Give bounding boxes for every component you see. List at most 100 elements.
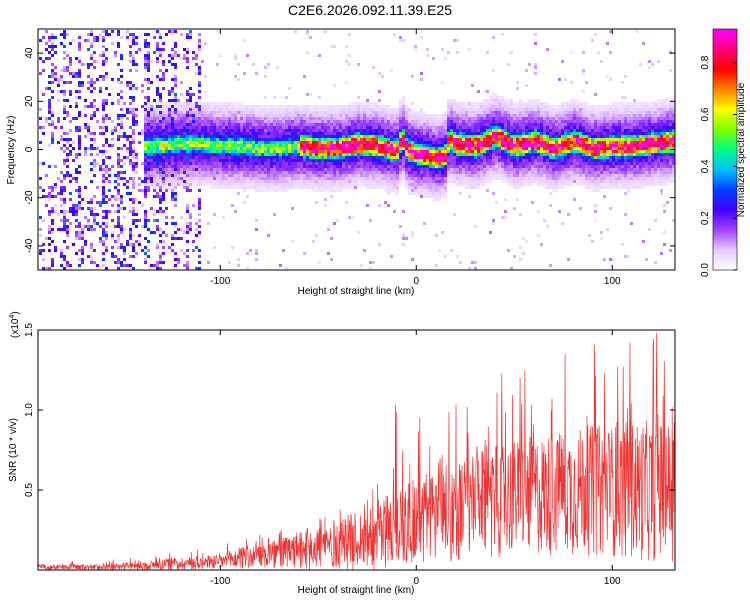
spectrogram-cell [261, 171, 264, 174]
spectrogram-cell [261, 144, 264, 147]
spectrogram-cell [270, 174, 273, 177]
spectrogram-cell [252, 117, 255, 120]
spectrogram-cell [432, 174, 435, 177]
spectrogram-cell [162, 210, 165, 213]
spectrogram-cell [420, 78, 423, 81]
spectrogram-cell [135, 120, 138, 123]
spectrogram-cell [387, 141, 390, 144]
spectrogram-cell [354, 114, 357, 117]
spectrogram-cell [270, 105, 273, 108]
spectrogram-cell [468, 171, 471, 174]
spectrogram-cell [405, 138, 408, 141]
spectrogram-cell [483, 132, 486, 135]
spectrogram-cell [75, 75, 78, 78]
spectrogram-cell [66, 261, 69, 264]
spectrogram-cell [453, 135, 456, 138]
spectrogram-cell [273, 129, 276, 132]
spectrogram-cell [78, 69, 81, 72]
spectrogram-cell [192, 177, 195, 180]
spectrogram-cell [423, 138, 426, 141]
spectrogram-cell [402, 123, 405, 126]
spectrogram-cell [201, 162, 204, 165]
spectrogram-cell [213, 213, 216, 216]
spectrogram-cell [435, 165, 438, 168]
spectrogram-cell [477, 111, 480, 114]
spectrogram-cell [318, 183, 321, 186]
spectrogram-cell [117, 93, 120, 96]
spectrogram-cell [297, 168, 300, 171]
spectrogram-cell [375, 135, 378, 138]
spectrogram-cell [483, 138, 486, 141]
spectrogram-cell [498, 153, 501, 156]
spectrogram-cell [117, 261, 120, 264]
spectrogram-cell [486, 177, 489, 180]
spectrogram-cell [351, 126, 354, 129]
spectrogram-cell [201, 165, 204, 168]
spectrogram-cell [132, 99, 135, 102]
spectrogram-cell [258, 126, 261, 129]
spectrogram-cell [63, 132, 66, 135]
spectrogram-cell [51, 228, 54, 231]
spectrogram-cell [366, 204, 369, 207]
spectrogram-cell [144, 105, 147, 108]
spectrogram-cell [423, 153, 426, 156]
spectrogram-cell [522, 180, 525, 183]
spectrogram-cell [423, 168, 426, 171]
spectrogram-cell [225, 114, 228, 117]
spectrogram-cell [42, 189, 45, 192]
spectrogram-cell [234, 105, 237, 108]
spectrogram-cell [225, 120, 228, 123]
spectrogram-cell [351, 186, 354, 189]
spectrogram-cell [246, 183, 249, 186]
spectrogram-cell [267, 123, 270, 126]
spectrogram-cell [402, 150, 405, 153]
spectrogram-cell [300, 153, 303, 156]
spectrogram-cell [165, 129, 168, 132]
spectrogram-cell [444, 177, 447, 180]
spectrogram-cell [396, 153, 399, 156]
spectrogram-cell [72, 204, 75, 207]
spectrogram-cell [528, 111, 531, 114]
spectrogram-cell [255, 114, 258, 117]
spectrogram-cell [294, 111, 297, 114]
spectrogram-cell [183, 165, 186, 168]
spectrogram-cell [210, 117, 213, 120]
spectrogram-cell [291, 108, 294, 111]
spectrogram-cell [90, 78, 93, 81]
spectrogram-cell [426, 153, 429, 156]
spectrogram-cell [168, 117, 171, 120]
spectrogram-cell [471, 162, 474, 165]
spectrogram-cell [447, 114, 450, 117]
spectrogram-cell [303, 159, 306, 162]
spectrogram-cell [486, 114, 489, 117]
spectrogram-cell [432, 171, 435, 174]
spectrogram-cell [357, 168, 360, 171]
spectrogram-cell [378, 165, 381, 168]
spectrogram-cell [417, 162, 420, 165]
spectrogram-cell [174, 144, 177, 147]
spectrogram-cell [471, 120, 474, 123]
spectrogram-cell [399, 105, 402, 108]
spectrogram-cell [78, 153, 81, 156]
spectrogram-cell [285, 267, 288, 270]
spectrogram-cell [180, 114, 183, 117]
spectrogram-cell [342, 174, 345, 177]
spectrogram-cell [300, 174, 303, 177]
spectrogram-cell [471, 150, 474, 153]
spectrogram-cell [213, 153, 216, 156]
spectrogram-cell [528, 150, 531, 153]
spectrogram-cell [477, 90, 480, 93]
spectrogram-cell [126, 243, 129, 246]
spectrogram-cell [447, 126, 450, 129]
spectrogram-cell [177, 177, 180, 180]
spectrogram-cell [357, 138, 360, 141]
spectrogram-cell [390, 162, 393, 165]
spectrogram-cell [102, 102, 105, 105]
spectrogram-cell [495, 129, 498, 132]
spectrogram-cell [255, 135, 258, 138]
spectrogram-cell [252, 114, 255, 117]
spectrogram-cell [507, 174, 510, 177]
spectrogram-cell [369, 144, 372, 147]
spectrogram-cell [438, 159, 441, 162]
spectrogram-cell [168, 156, 171, 159]
